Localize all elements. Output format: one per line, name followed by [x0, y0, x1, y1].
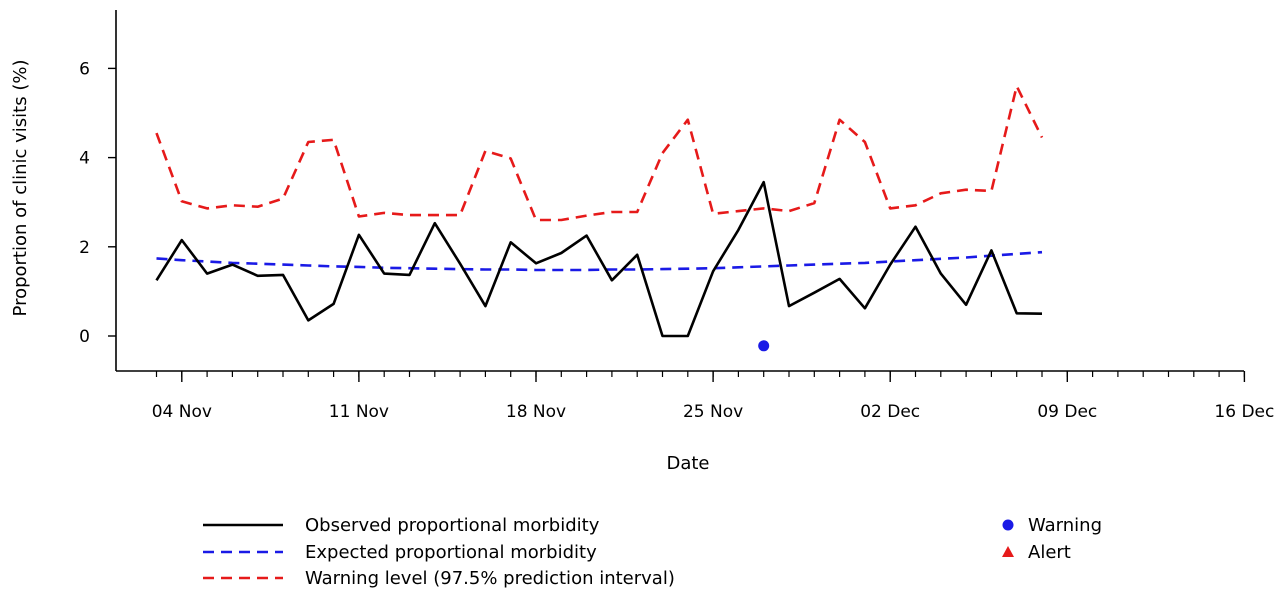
legend-warning-symbol [1002, 519, 1014, 531]
x-tick-label: 25 Nov [683, 402, 743, 422]
x-tick-label: 02 Dec [860, 402, 920, 422]
series-line-expected [156, 250, 1043, 272]
legend-label: Warning [1028, 515, 1102, 536]
x-tick-label: 04 Nov [152, 402, 212, 422]
y-tick-label: 4 [79, 149, 90, 169]
x-axis-title: Date [666, 453, 709, 474]
y-tick-label: 0 [79, 327, 90, 347]
legend-alert-symbol [1002, 546, 1014, 557]
y-tick-label: 2 [79, 238, 90, 258]
y-tick-label: 6 [79, 59, 90, 79]
x-tick-label: 09 Dec [1037, 402, 1097, 422]
series-line-warning-level [155, 84, 1044, 222]
legend-label: Alert [1028, 542, 1071, 563]
x-tick-label: 16 Dec [1214, 402, 1274, 422]
legend: Observed proportional morbidity Expected … [203, 515, 1102, 589]
x-tick-label: 11 Nov [329, 402, 389, 422]
marker-layer [758, 340, 770, 352]
legend-label: Warning level (97.5% prediction interval… [305, 568, 675, 589]
series-layer [155, 84, 1044, 338]
x-tick-label: 18 Nov [506, 402, 566, 422]
legend-label: Observed proportional morbidity [305, 515, 600, 536]
legend-label: Expected proportional morbidity [305, 542, 597, 563]
axes: 0 2 4 6 04 Nov 11 Nov 18 Nov 25 Nov 02 Dec 09 Dec… [79, 10, 1274, 422]
y-axis-title: Proportion of clinic visits (%) [10, 60, 31, 317]
warning-marker [758, 340, 770, 352]
series-line-observed [155, 180, 1043, 338]
